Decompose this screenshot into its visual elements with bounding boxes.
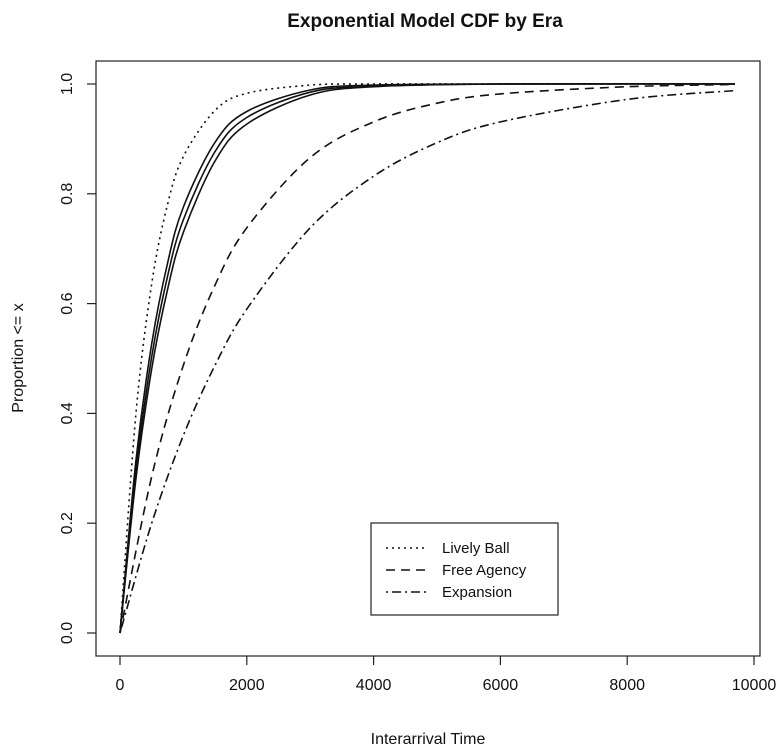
legend-label: Lively Ball [442, 540, 510, 557]
x-axis: 0 2000 4000 6000 8000 10000 [116, 656, 777, 694]
x-tick-label: 10000 [732, 677, 777, 694]
plot-frame [95, 60, 761, 657]
y-axis: 0.0 0.2 0.4 0.6 0.8 1.0 [59, 73, 96, 644]
y-tick-label: 1.0 [59, 73, 76, 95]
y-tick-label: 0.2 [59, 512, 76, 534]
legend-label: Expansion [442, 584, 512, 601]
y-tick-label: 0.4 [59, 402, 76, 424]
legend: Lively Ball Free Agency Expansion [370, 522, 559, 616]
chart-title: Exponential Model CDF by Era [287, 11, 563, 32]
series-line-6 [119, 89, 736, 634]
y-tick-label: 0.8 [59, 183, 76, 205]
x-tick-label: 8000 [609, 677, 645, 694]
series-line-4 [119, 82, 736, 634]
x-tick-label: 2000 [229, 677, 265, 694]
x-axis-title: Interarrival Time [371, 731, 486, 748]
x-tick-label: 6000 [483, 677, 519, 694]
y-tick-label: 0.6 [59, 292, 76, 314]
y-tick-label: 0.0 [59, 622, 76, 644]
legend-box [370, 522, 559, 616]
x-tick-label: 0 [116, 677, 125, 694]
x-tick-label: 4000 [356, 677, 392, 694]
series-layer [119, 82, 736, 634]
legend-label: Free Agency [442, 562, 527, 579]
series-line-5 [119, 83, 736, 634]
series-line-1 [119, 83, 735, 634]
y-axis-title: Proportion <= x [10, 303, 27, 412]
